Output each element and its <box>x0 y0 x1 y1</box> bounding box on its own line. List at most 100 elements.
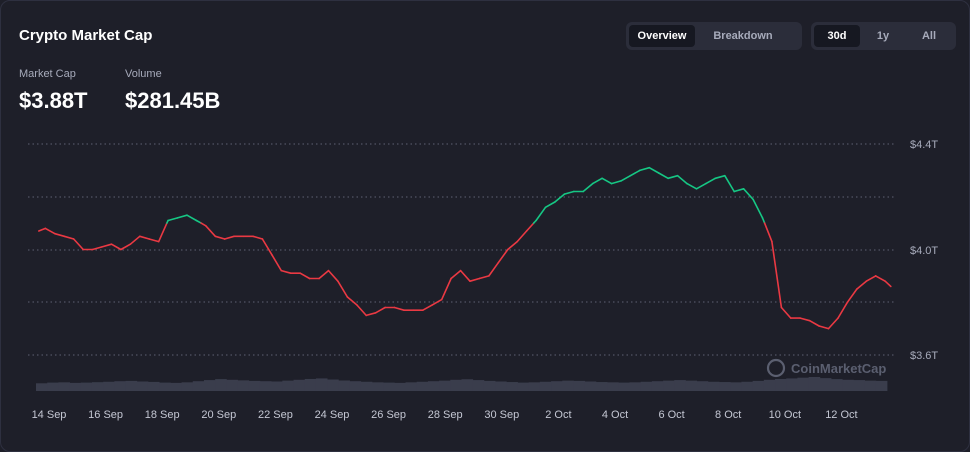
x-tick-label: 4 Oct <box>602 409 628 421</box>
volume-bar <box>875 380 888 391</box>
volume-bar <box>819 378 832 391</box>
volume-bar <box>439 380 451 391</box>
price-line-segment <box>497 248 509 264</box>
range-30d[interactable]: 30d <box>814 25 860 47</box>
volume-bar <box>259 381 272 391</box>
price-line-segment <box>874 275 887 283</box>
price-line-segment <box>37 227 47 232</box>
price-line-segment <box>506 240 519 251</box>
volume-bar <box>215 379 227 391</box>
price-line-segment <box>63 235 75 240</box>
price-line-segment <box>582 182 594 193</box>
price-line-segment <box>337 280 349 298</box>
volume-bar <box>159 382 171 391</box>
price-line-segment <box>139 235 150 240</box>
volume-bar <box>831 379 843 391</box>
volume-bar <box>203 380 216 391</box>
price-line-segment <box>223 235 235 240</box>
price-line-segment <box>752 198 764 219</box>
price-line-segment <box>72 238 84 251</box>
volume-bar <box>103 381 115 391</box>
price-line-segment <box>761 217 766 224</box>
price-line-segment <box>157 222 168 243</box>
price-line-segment <box>200 222 207 227</box>
volume-bar <box>450 379 462 391</box>
volume-bar <box>293 379 306 391</box>
volume-bar <box>315 378 328 391</box>
volume-bar <box>338 380 350 391</box>
x-tick-label: 8 Oct <box>715 409 741 421</box>
price-line-segment <box>516 230 528 243</box>
volume-bar <box>808 377 821 391</box>
price-line-segment <box>733 188 745 193</box>
price-line-segment <box>148 238 160 243</box>
volume-bar <box>651 381 664 391</box>
watermark: CoinMarketCap <box>766 358 886 378</box>
watermark-text: CoinMarketCap <box>791 361 886 376</box>
y-tick-label: $3.6T <box>910 350 938 362</box>
x-tick-label: 28 Sep <box>428 409 463 421</box>
price-line-segment <box>205 225 217 238</box>
volume-bar <box>461 379 474 391</box>
x-tick-label: 14 Sep <box>32 409 67 421</box>
volume-bar <box>674 380 686 391</box>
volume-value: $281.45B <box>125 88 221 113</box>
price-line-segment <box>393 306 405 312</box>
volume-bars <box>36 377 888 391</box>
grid-lines <box>28 143 895 356</box>
volume-bar <box>775 378 787 391</box>
price-line-segment <box>195 219 202 224</box>
price-line-segment <box>837 301 849 319</box>
price-line-segment <box>771 240 783 309</box>
price-line-segment <box>763 222 773 243</box>
x-tick-label: 2 Oct <box>545 409 571 421</box>
volume-bar <box>797 377 810 391</box>
volume-bar <box>685 380 698 391</box>
y-axis-labels: $4.4T $4.0T $3.6T <box>910 139 938 362</box>
volume-bar <box>730 382 742 391</box>
x-tick-label: 22 Sep <box>258 409 293 421</box>
price-line-segment <box>638 166 651 172</box>
price-line-segment <box>44 227 56 235</box>
view-toggle: Overview Breakdown <box>626 22 802 50</box>
range-1y[interactable]: 1y <box>876 30 890 42</box>
volume-bar <box>114 381 126 391</box>
volume-stat: Volume $281.45B <box>125 68 220 114</box>
volume-bar <box>271 381 283 391</box>
price-line-segment <box>91 246 103 251</box>
x-tick-label: 30 Sep <box>484 409 519 421</box>
price-line-segment <box>365 311 377 317</box>
volume-bar <box>618 382 630 391</box>
x-tick-label: 6 Oct <box>658 409 684 421</box>
range-all[interactable]: All <box>921 30 937 42</box>
price-line-segment <box>742 188 754 201</box>
volume-bar <box>181 382 194 391</box>
volume-bar <box>170 382 182 391</box>
volume-bar <box>573 380 586 391</box>
volume-bar <box>416 381 429 391</box>
tab-overview[interactable]: Overview <box>629 25 695 47</box>
price-line-segment <box>827 317 839 330</box>
price-line-segment <box>620 174 632 182</box>
volume-bar <box>349 381 362 391</box>
volume-bar <box>741 381 754 391</box>
volume-bar <box>707 381 720 391</box>
price-line-segment <box>214 235 226 240</box>
volume-bar <box>91 382 104 391</box>
price-line-segment <box>714 174 726 180</box>
market-cap-stat: Market Cap $3.88T <box>19 68 88 114</box>
volume-bar <box>80 382 93 391</box>
price-line-segment <box>299 272 311 280</box>
volume-bar <box>864 380 877 391</box>
tab-breakdown[interactable]: Breakdown <box>713 30 773 42</box>
price-line-segment <box>667 174 679 180</box>
price-line-segment <box>450 269 462 280</box>
price-line-segment <box>327 269 339 283</box>
price-line-segment <box>601 177 613 185</box>
price-line-segment <box>355 304 368 317</box>
volume-bar <box>248 380 261 391</box>
volume-bar <box>853 380 866 391</box>
price-line-segment <box>676 174 688 185</box>
price-line-segment <box>695 182 707 190</box>
